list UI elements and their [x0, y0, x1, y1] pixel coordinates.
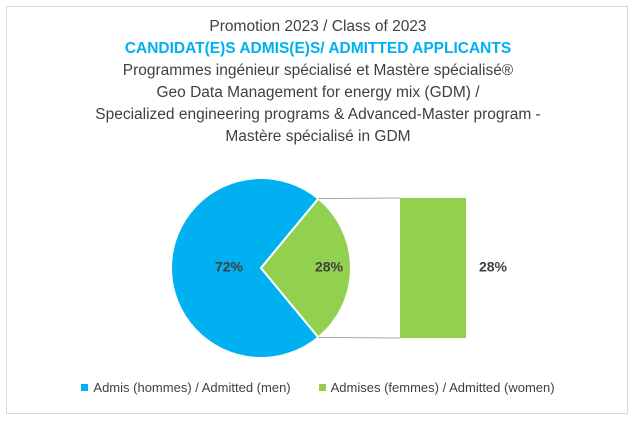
chart-title-programs-en: Specialized engineering programs & Advan…	[95, 106, 541, 123]
chart-title-ms-gdm: Mastère spécialisé in GDM	[225, 128, 411, 145]
chart-title-promotion: Promotion 2023 / Class of 2023	[209, 18, 427, 35]
legend-item-men: Admis (hommes) / Admitted (men)	[81, 380, 291, 395]
legend-label-women: Admises (femmes) / Admitted (women)	[330, 380, 555, 395]
legend-item-women: Admises (femmes) / Admitted (women)	[318, 380, 555, 395]
data-label-men: 72%	[215, 259, 244, 275]
chart-title-admitted: CANDIDAT(E)S ADMIS(E)S/ ADMITTED APPLICA…	[124, 40, 512, 57]
chart-legend: Admis (hommes) / Admitted (men) Admises …	[0, 380, 636, 395]
secondary-bar-women	[400, 198, 466, 338]
legend-label-men: Admis (hommes) / Admitted (men)	[93, 380, 291, 395]
legend-swatch-women	[318, 384, 326, 391]
data-label-women: 28%	[315, 259, 344, 275]
legend-swatch-men	[81, 384, 89, 391]
chart-title-block: Promotion 2023 / Class of 2023 CANDIDAT(…	[0, 16, 636, 148]
chart-title-programs-fr: Programmes ingénieur spécialisé et Mastè…	[122, 62, 514, 79]
connector-line-bottom	[318, 336, 401, 339]
pie-slice-men	[170, 177, 320, 359]
data-label-secondary-women: 28%	[479, 259, 508, 275]
chart-title-gdm: Geo Data Management for energy mix (GDM)…	[156, 84, 480, 101]
connector-line-top	[318, 197, 401, 200]
pie-slice-women	[259, 197, 352, 339]
